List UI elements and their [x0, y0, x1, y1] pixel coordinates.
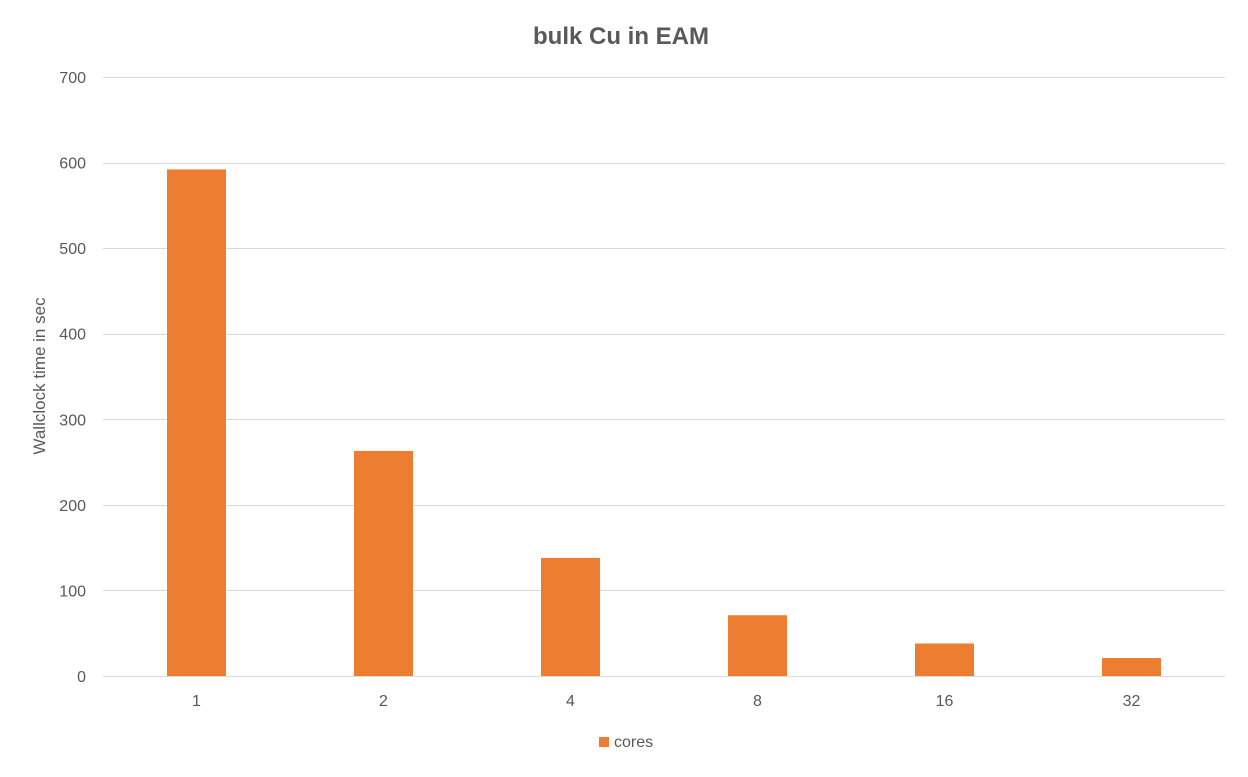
bar-32: [1102, 658, 1161, 676]
bar-2: [354, 450, 413, 676]
x-axis-ticks: 1 2 4 8 16 32: [192, 693, 1140, 710]
x-tick-label: 16: [936, 693, 954, 710]
legend-swatch-cores: [599, 737, 609, 747]
x-tick-label: 4: [566, 693, 575, 710]
y-tick-label: 600: [59, 156, 86, 173]
y-tick-label: 300: [59, 412, 86, 429]
bars: [167, 169, 1161, 676]
gridlines: [103, 77, 1225, 677]
legend: cores: [599, 734, 653, 751]
y-tick-label: 500: [59, 241, 86, 258]
bar-8: [728, 615, 787, 676]
x-tick-label: 32: [1123, 693, 1141, 710]
y-axis-ticks: 0 100 200 300 400 500 600 700: [59, 70, 86, 686]
chart-title: bulk Cu in EAM: [533, 23, 709, 50]
bar-4: [541, 557, 600, 676]
x-tick-label: 8: [753, 693, 762, 710]
bar-16: [915, 643, 974, 676]
y-tick-label: 200: [59, 498, 86, 515]
y-tick-label: 0: [77, 669, 86, 686]
y-axis-label: Wallclock time in sec: [30, 297, 49, 455]
bar-1: [167, 169, 226, 676]
y-tick-label: 400: [59, 327, 86, 344]
y-tick-label: 700: [59, 70, 86, 87]
x-tick-label: 1: [192, 693, 201, 710]
legend-label-cores: cores: [614, 734, 653, 751]
y-tick-label: 100: [59, 583, 86, 600]
x-tick-label: 2: [379, 693, 388, 710]
